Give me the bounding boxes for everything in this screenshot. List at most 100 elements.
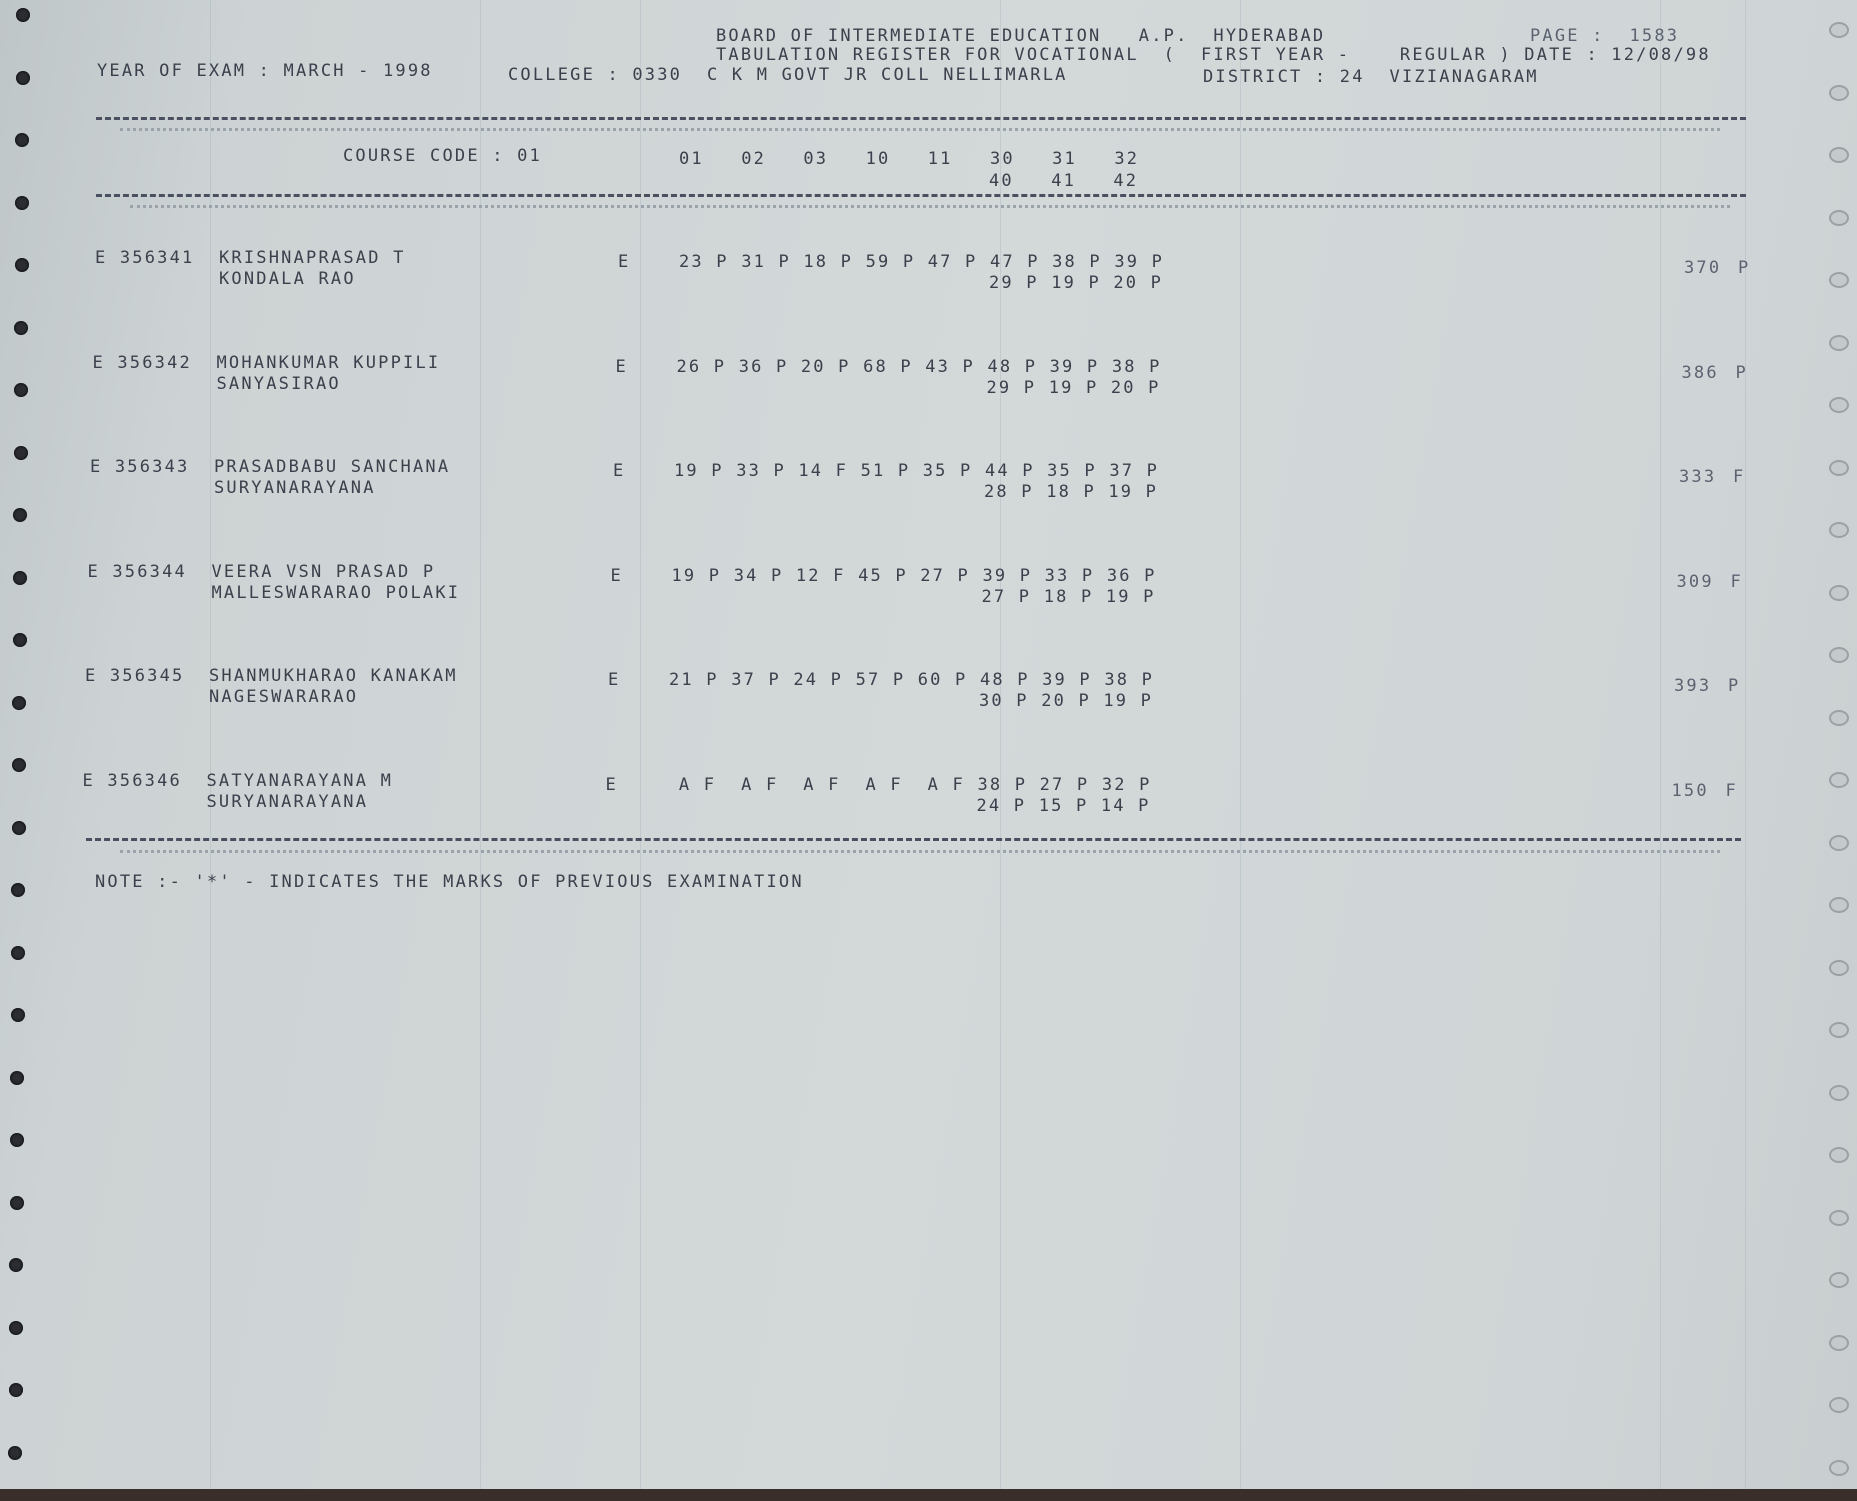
subject-mark: 51 P <box>860 461 923 481</box>
marks-line2: 27 P 18 P 19 P <box>982 587 1156 607</box>
feed-hole <box>1829 334 1849 351</box>
subject-mark: 36 P <box>738 356 801 377</box>
feed-hole <box>13 508 28 522</box>
feed-hole <box>12 695 27 710</box>
ruling-line <box>210 0 211 1489</box>
total-marks: 386 <box>1681 362 1719 383</box>
subject-code: 10 <box>865 149 928 169</box>
roll-number: E 356345 <box>85 666 185 686</box>
subject-codes-line2: 40 41 42 <box>989 171 1138 191</box>
marks-line2: 29 P 19 P 20 P <box>987 378 1161 398</box>
subject-mark: 24 P <box>793 670 856 690</box>
feed-hole <box>8 1320 23 1335</box>
feed-hole <box>1829 1084 1849 1101</box>
feed-hole <box>9 1133 24 1147</box>
feed-hole <box>1829 459 1849 476</box>
subject-mark: 19 P <box>674 461 737 481</box>
marks-line1: 26 P 36 P 20 P 68 P 43 P 48 P 39 P 38 P <box>677 357 1162 377</box>
medium: E <box>618 252 631 272</box>
subject-mark: 14 F <box>798 461 861 481</box>
feed-hole <box>9 1258 24 1272</box>
subject-mark: 28 P <box>984 482 1047 502</box>
feed-hole <box>1829 959 1849 976</box>
subject-mark: 19 P <box>1048 377 1111 398</box>
student-name: VEERA VSN PRASAD P <box>211 561 436 582</box>
subject-mark: 57 P <box>855 670 918 690</box>
subject-mark: 48 P <box>979 670 1043 690</box>
divider-ghost <box>130 205 1730 208</box>
subject-mark: 35 P <box>1047 461 1110 481</box>
feed-hole <box>1829 397 1849 413</box>
subject-mark: 31 P <box>741 252 804 272</box>
feed-hole <box>13 445 28 460</box>
feed-hole <box>1829 584 1849 601</box>
divider-ghost <box>120 850 1720 853</box>
roll-number: E 356344 <box>87 561 187 582</box>
father-name: NAGESWARARAO <box>209 687 359 707</box>
feed-hole <box>10 1070 25 1085</box>
student-name: KRISHNAPRASAD T <box>219 248 406 268</box>
feed-hole <box>12 570 27 585</box>
feed-hole <box>11 883 26 897</box>
subject-mark: A F <box>790 774 854 795</box>
feed-hole <box>15 70 30 85</box>
subject-mark: 47 P <box>927 252 990 272</box>
marks-line2: 29 P 19 P 20 P <box>989 273 1163 293</box>
subject-mark: 29 P <box>989 273 1052 293</box>
subject-mark: 23 P <box>679 252 742 272</box>
feed-hole <box>1829 647 1849 663</box>
course-code: COURSE CODE : 01 <box>343 146 542 166</box>
subject-mark: 33 P <box>736 461 799 481</box>
total-marks: 150 <box>1671 780 1709 801</box>
feed-hole <box>14 258 29 272</box>
subject-mark: 19 P <box>671 565 734 586</box>
student-name: SATYANARAYANA M <box>206 770 394 791</box>
feed-hole <box>8 1445 23 1460</box>
feed-hole <box>12 633 27 647</box>
subject-mark: 60 P <box>917 670 980 690</box>
subject-code: 03 <box>803 149 866 169</box>
feed-hole <box>1829 1022 1849 1038</box>
feed-hole <box>14 320 29 335</box>
subject-mark: 38 P <box>1052 252 1115 272</box>
roll-number: E 356343 <box>90 457 190 477</box>
ruling-line <box>1745 0 1746 1489</box>
subject-mark: 30 P <box>979 691 1042 711</box>
subject-codes-line1: 01 02 03 10 11 30 31 32 <box>679 149 1139 169</box>
medium: E <box>608 670 621 690</box>
feed-hole <box>1829 147 1849 163</box>
subject-mark: 24 P <box>976 795 1039 816</box>
subject-mark: 37 P <box>1109 461 1160 481</box>
subject-mark: A F <box>853 774 916 795</box>
subject-mark: 68 P <box>863 356 926 377</box>
ruling-line <box>1000 0 1001 1489</box>
subject-mark: 27 P <box>1039 774 1102 795</box>
subject-mark: 38 P <box>1104 670 1155 690</box>
feed-hole <box>1829 272 1849 288</box>
roll-number: E 356341 <box>95 248 195 268</box>
subject-mark: 45 P <box>858 565 921 586</box>
feed-hole <box>14 195 29 210</box>
board-title: BOARD OF INTERMEDIATE EDUCATION A.P. HYD… <box>716 26 1326 46</box>
divider-ghost <box>120 128 1720 131</box>
subject-mark: A F <box>915 774 978 795</box>
subject-mark: 20 P <box>1110 377 1161 398</box>
subject-mark: 19 P <box>1105 586 1156 607</box>
feed-hole <box>1829 834 1849 851</box>
final-result: F <box>1730 571 1743 592</box>
subject-mark: 47 P <box>989 252 1053 272</box>
ruling-line <box>480 0 481 1489</box>
subject-code: 41 <box>1051 171 1114 191</box>
feed-hole <box>10 1008 25 1022</box>
feed-hole <box>9 1195 24 1210</box>
footnote: NOTE :- '*' - INDICATES THE MARKS OF PRE… <box>95 872 804 892</box>
subject-mark: 20 P <box>800 356 864 377</box>
marks-line2: 30 P 20 P 19 P <box>979 691 1153 711</box>
feed-hole <box>1829 1459 1849 1476</box>
subject-mark: 33 P <box>1044 565 1107 586</box>
subject-mark: 26 P <box>676 356 739 377</box>
subject-code: 40 <box>989 171 1052 191</box>
marks-line1: A F A F A F A F A F 38 P 27 P 32 P <box>667 775 1152 795</box>
final-result: P <box>1728 676 1741 696</box>
divider <box>96 117 1746 120</box>
